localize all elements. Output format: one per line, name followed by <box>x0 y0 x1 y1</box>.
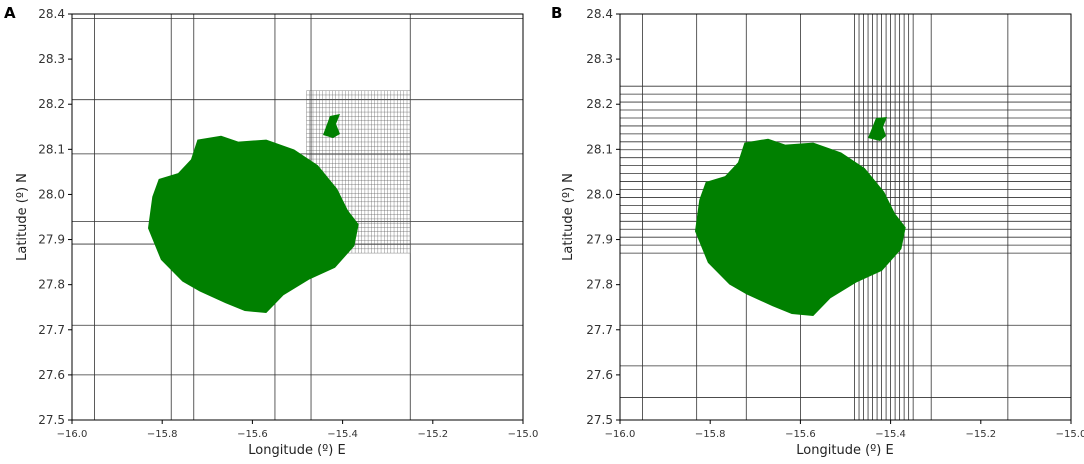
x-axis-label-a: Longitude (º) E <box>248 443 345 458</box>
y-tick-label: 28.2 <box>586 97 613 111</box>
y-tick-label: 28.3 <box>586 52 613 66</box>
y-tick-label: 28.4 <box>586 7 613 21</box>
y-tick-label: 27.5 <box>38 413 65 427</box>
x-tick-label: −15.0 <box>508 429 539 440</box>
y-tick-label: 27.5 <box>586 413 613 427</box>
x-tick-label: −15.2 <box>965 429 996 440</box>
x-ticks-b: −16.0 −15.8 −15.6 −15.4 −15.2 −15.0 <box>605 420 1084 440</box>
x-tick-label: −16.0 <box>605 429 636 440</box>
y-axis-label-b: Latitude (º) N <box>561 173 576 261</box>
x-axis-label-b: Longitude (º) E <box>796 443 893 458</box>
x-tick-label: −15.6 <box>785 429 816 440</box>
y-tick-label: 28.4 <box>38 7 65 21</box>
panel-label-a: A <box>4 4 16 22</box>
y-tick-label: 27.8 <box>38 278 65 292</box>
x-tick-label: −15.0 <box>1056 429 1084 440</box>
y-ticks-a: 27.5 27.6 27.7 27.8 27.9 28.0 28.1 28.2 28.3 28.4 <box>38 7 72 427</box>
y-tick-label: 27.9 <box>586 233 613 247</box>
y-tick-label: 27.6 <box>38 368 65 382</box>
y-tick-label: 27.7 <box>586 323 613 337</box>
y-tick-label: 27.7 <box>38 323 65 337</box>
plot-frame-a <box>71 13 524 421</box>
y-tick-label: 28.0 <box>38 187 65 201</box>
y-tick-label: 28.3 <box>38 52 65 66</box>
y-tick-label: 27.9 <box>38 233 65 247</box>
x-tick-label: −15.6 <box>237 429 268 440</box>
x-tick-label: −16.0 <box>57 429 88 440</box>
panel-b: B −16.0 −15.8 −15.6 −15.4 −15.2 −15.0 27.527.… <box>551 4 1084 458</box>
y-axis-label-a: Latitude (º) N <box>15 173 30 261</box>
y-tick-label: 27.6 <box>586 368 613 382</box>
x-tick-label: −15.2 <box>417 429 448 440</box>
island-a <box>148 114 359 313</box>
coarse-grid-b <box>620 14 1071 420</box>
panel-label-b: B <box>551 4 562 22</box>
y-tick-label: 28.2 <box>38 97 65 111</box>
plot-frame-b <box>619 13 1072 421</box>
panel-a: A −16.0 −15.8 −15.6 −15.4 −15.2 −15.0 27.527.… <box>4 4 538 458</box>
x-tick-label: −15.8 <box>695 429 726 440</box>
x-tick-label: −15.8 <box>147 429 178 440</box>
x-tick-label: −15.4 <box>875 429 906 440</box>
y-tick-label: 28.1 <box>586 142 613 156</box>
y-ticks-b: 27.5 27.6 27.7 27.8 27.9 28.0 28.1 28.2 28.3 28.4 <box>586 7 620 427</box>
island-b <box>695 117 906 316</box>
x-tick-label: −15.4 <box>327 429 358 440</box>
y-tick-label: 28.0 <box>586 187 613 201</box>
y-tick-label: 27.8 <box>586 278 613 292</box>
x-ticks-a: −16.0 −15.8 −15.6 −15.4 −15.2 −15.0 <box>57 420 539 440</box>
y-tick-label: 28.1 <box>38 142 65 156</box>
